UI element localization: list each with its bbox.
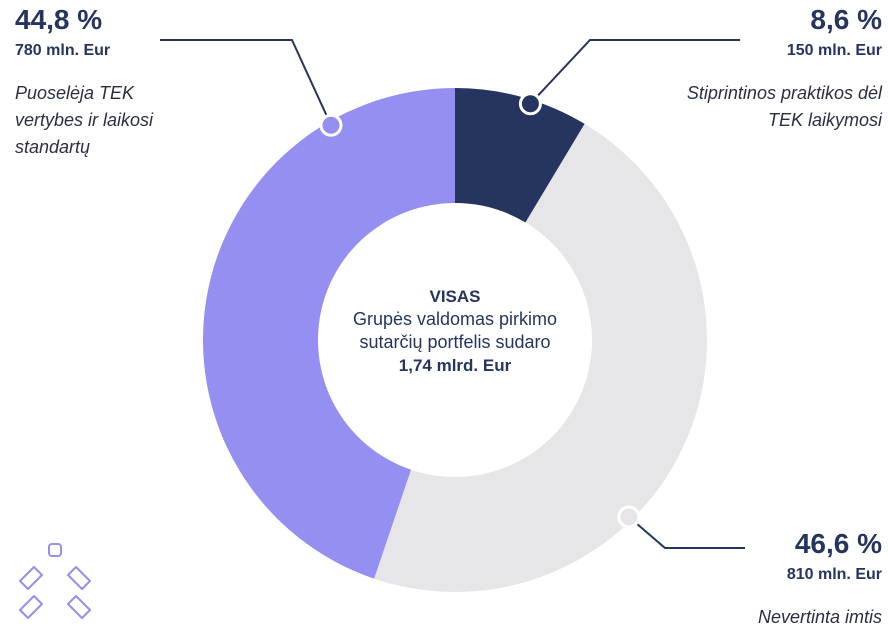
value-label: 8,6 % bbox=[810, 4, 882, 35]
amount-label: 780 mln. Eur bbox=[15, 42, 111, 59]
leader-dot bbox=[518, 92, 542, 116]
amount-label: 150 mln. Eur bbox=[786, 42, 882, 59]
leader-line bbox=[529, 39, 740, 105]
donut-segment bbox=[455, 88, 585, 223]
center-label: VISAS Grupės valdomas pirkimo sutarčių p… bbox=[325, 285, 585, 377]
segment-label: 46,6 % 810 mln. Eur Nevertinta imtis bbox=[662, 528, 882, 631]
category-label: Puoselėja TEK vertybes ir laikosi standa… bbox=[15, 83, 154, 157]
segment-label: 44,8 % 780 mln. Eur Puoselėja TEK vertybes… bbox=[15, 4, 200, 161]
logo bbox=[19, 543, 91, 619]
segment-label: 8,6 % 150 mln. Eur Stiprintinos praktikos … bbox=[662, 4, 882, 134]
center-text: Grupės valdomas pirkimo sutarčių portfel… bbox=[352, 309, 558, 352]
category-label: Nevertinta imtis bbox=[757, 607, 882, 627]
leader-dot bbox=[617, 505, 641, 529]
value-label: 46,6 % bbox=[794, 528, 882, 559]
leader-line bbox=[160, 39, 332, 126]
leader-dot bbox=[319, 113, 343, 137]
center-total: 1,74 mlrd. Eur bbox=[398, 356, 512, 375]
value-label: 44,8 % bbox=[15, 4, 103, 35]
leader-line bbox=[628, 516, 745, 549]
donut-segment bbox=[203, 88, 455, 579]
center-title: VISAS bbox=[429, 287, 481, 306]
amount-label: 810 mln. Eur bbox=[786, 566, 882, 583]
donut-segment bbox=[374, 123, 707, 592]
category-label: Stiprintinos praktikos dėl TEK laikymosi bbox=[686, 83, 882, 130]
